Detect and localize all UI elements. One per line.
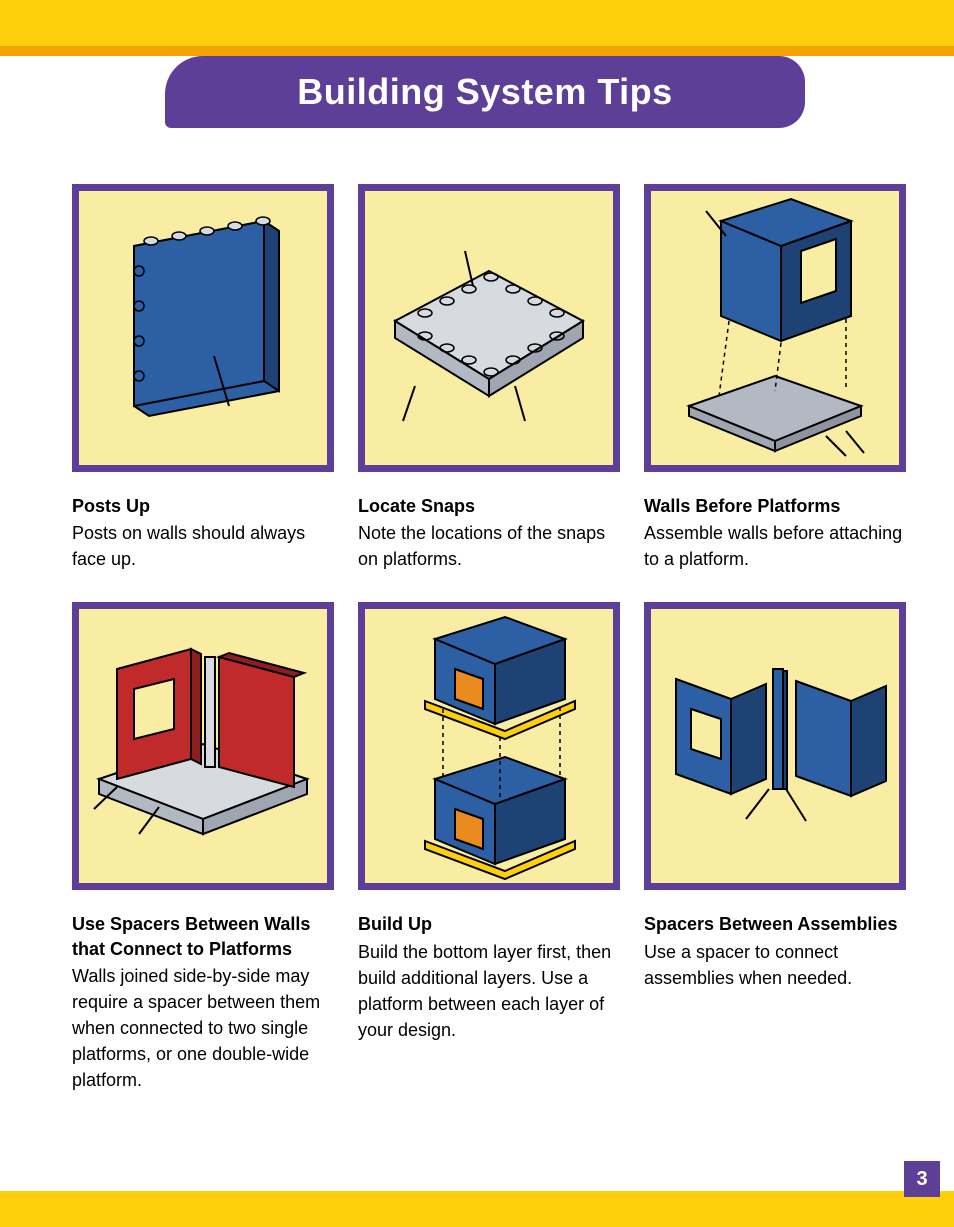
tip-title: Posts Up [72,494,334,518]
page-number: 3 [916,1168,927,1191]
tip-title: Spacers Between Assemblies [644,912,906,936]
tips-grid: Posts Up Posts on walls should always fa… [72,184,906,1094]
tip-body: Note the locations of the snaps on platf… [358,520,620,572]
tip-body: Posts on walls should always face up. [72,520,334,572]
tip-caption: Posts Up Posts on walls should always fa… [72,494,334,572]
tip-card: Use Spacers Between Walls that Connect t… [72,602,334,1093]
tip-illustration [72,184,334,472]
tip-body: Assemble walls before attaching to a pla… [644,520,906,572]
tip-body: Build the bottom layer first, then build… [358,939,620,1043]
tip-title: Walls Before Platforms [644,494,906,518]
tip-illustration [358,184,620,472]
page-title-pill: Building System Tips [165,56,805,128]
tip-illustration [358,602,620,890]
tip-title: Use Spacers Between Walls that Connect t… [72,912,334,961]
tip-card: Posts Up Posts on walls should always fa… [72,184,334,572]
top-bar [0,0,954,46]
bottom-bar [0,1191,954,1227]
tip-illustration [72,602,334,890]
tip-caption: Walls Before Platforms Assemble walls be… [644,494,906,572]
tip-caption: Spacers Between Assemblies Use a spacer … [644,912,906,990]
tip-illustration [644,602,906,890]
tip-body: Use a spacer to connect assemblies when … [644,939,906,991]
tip-title: Build Up [358,912,620,936]
tip-caption: Locate Snaps Note the locations of the s… [358,494,620,572]
tip-caption: Build Up Build the bottom layer first, t… [358,912,620,1043]
top-bar-shadow [0,46,954,56]
tip-card: Build Up Build the bottom layer first, t… [358,602,620,1093]
tip-body: Walls joined side-by-side may require a … [72,963,334,1093]
tip-card: Locate Snaps Note the locations of the s… [358,184,620,572]
tip-card: Spacers Between Assemblies Use a spacer … [644,602,906,1093]
tip-card: Walls Before Platforms Assemble walls be… [644,184,906,572]
tip-title: Locate Snaps [358,494,620,518]
page-title: Building System Tips [297,71,672,113]
tip-caption: Use Spacers Between Walls that Connect t… [72,912,334,1093]
tip-illustration [644,184,906,472]
page-number-badge: 3 [904,1161,940,1197]
